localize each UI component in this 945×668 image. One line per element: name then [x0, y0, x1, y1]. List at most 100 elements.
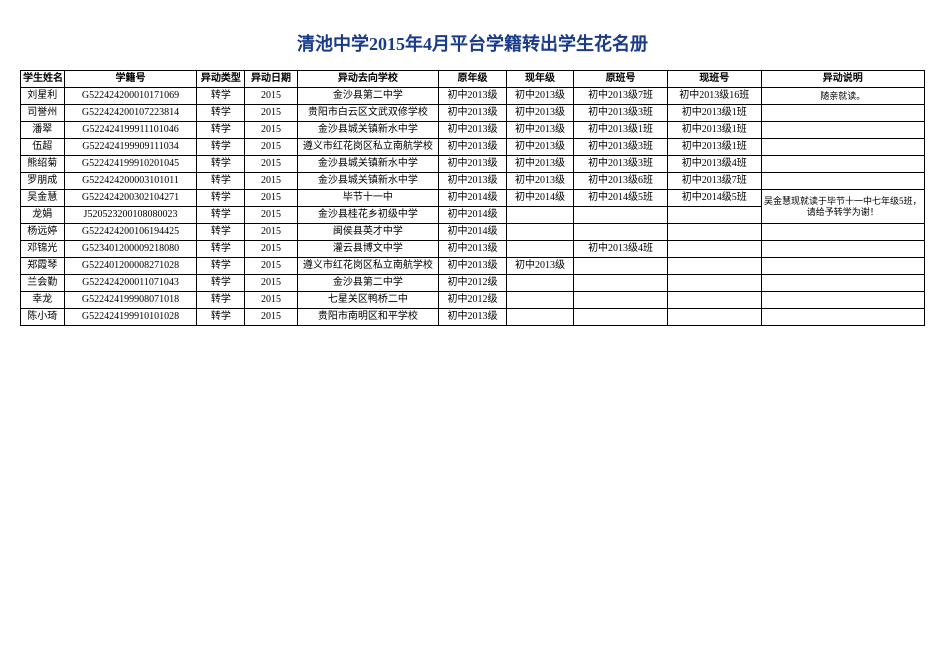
table-cell — [761, 292, 924, 309]
table-cell: 初中2013级 — [506, 105, 574, 122]
table-cell: 刘星利 — [21, 88, 65, 105]
table-cell: 2015 — [245, 190, 297, 207]
table-cell: 金沙县城关镇新水中学 — [297, 173, 439, 190]
table-cell: G522424199911101046 — [64, 122, 197, 139]
table-row: 郑霞琴G522401200008271028转学2015遵义市红花岗区私立南航学… — [21, 258, 925, 275]
table-cell: 初中2013级 — [506, 156, 574, 173]
table-cell: J520523200108080023 — [64, 207, 197, 224]
table-cell: 兰会勤 — [21, 275, 65, 292]
table-cell: 初中2012级 — [439, 292, 507, 309]
table-cell: 2015 — [245, 139, 297, 156]
table-row: 司誉州G522424200107223814转学2015贵阳市白云区文武双修学校… — [21, 105, 925, 122]
table-row: 罗朋成G522424200003101011转学2015金沙县城关镇新水中学初中… — [21, 173, 925, 190]
table-cell: 初中2013级 — [439, 88, 507, 105]
table-cell — [761, 139, 924, 156]
table-row: 兰会勤G522424200011071043转学2015金沙县第二中学初中201… — [21, 275, 925, 292]
table-cell: 转学 — [197, 173, 245, 190]
table-row: 陈小琦G522424199910101028转学2015贵阳市南明区和平学校初中… — [21, 309, 925, 326]
table-cell: 初中2013级3班 — [574, 105, 668, 122]
table-cell: G522424199910101028 — [64, 309, 197, 326]
roster-table: 学生姓名 学籍号 异动类型 异动日期 异动去向学校 原年级 现年级 原班号 现班… — [20, 70, 925, 326]
table-cell: 初中2013级 — [439, 173, 507, 190]
table-cell: 初中2013级7班 — [574, 88, 668, 105]
table-cell — [574, 258, 668, 275]
table-cell: 转学 — [197, 309, 245, 326]
table-cell: 初中2013级4班 — [574, 241, 668, 258]
table-cell: 初中2013级 — [439, 105, 507, 122]
table-cell: 随亲就读。 — [761, 88, 924, 105]
table-cell — [761, 156, 924, 173]
table-cell: 2015 — [245, 292, 297, 309]
table-cell: G522424200003101011 — [64, 173, 197, 190]
table-cell: 遵义市红花岗区私立南航学校 — [297, 258, 439, 275]
table-cell: 潘翠 — [21, 122, 65, 139]
col-header: 原班号 — [574, 71, 668, 88]
table-cell: G522424199909111034 — [64, 139, 197, 156]
table-cell: G522424200107223814 — [64, 105, 197, 122]
table-cell: 初中2013级 — [506, 258, 574, 275]
col-header: 学籍号 — [64, 71, 197, 88]
table-cell: 罗朋成 — [21, 173, 65, 190]
table-cell: 初中2014级 — [439, 207, 507, 224]
table-cell — [506, 224, 574, 241]
table-cell: 贵阳市南明区和平学校 — [297, 309, 439, 326]
table-cell: 邓锦光 — [21, 241, 65, 258]
table-cell — [667, 258, 761, 275]
table-cell: 初中2013级 — [506, 139, 574, 156]
table-cell: 2015 — [245, 309, 297, 326]
table-cell — [667, 207, 761, 224]
table-cell: 遵义市红花岗区私立南航学校 — [297, 139, 439, 156]
col-header: 学生姓名 — [21, 71, 65, 88]
table-row: 邓锦光G523401200009218080转学2015灌云县博文中学初中201… — [21, 241, 925, 258]
table-cell: 2015 — [245, 241, 297, 258]
table-row: 刘星利G522424200010171069转学2015金沙县第二中学初中201… — [21, 88, 925, 105]
table-cell: 初中2013级 — [439, 241, 507, 258]
table-cell: G522424199908071018 — [64, 292, 197, 309]
table-cell — [761, 309, 924, 326]
table-cell: 初中2012级 — [439, 275, 507, 292]
table-row: 幸龙G522424199908071018转学2015七星关区鸭桥二中初中201… — [21, 292, 925, 309]
table-cell: G523401200009218080 — [64, 241, 197, 258]
table-row: 吴金慧G522424200302104271转学2015毕节十一中初中2014级… — [21, 190, 925, 207]
table-cell: 初中2013级16班 — [667, 88, 761, 105]
table-cell: 金沙县第二中学 — [297, 275, 439, 292]
table-cell: 转学 — [197, 88, 245, 105]
table-cell — [761, 258, 924, 275]
col-header: 异动说明 — [761, 71, 924, 88]
table-cell: 转学 — [197, 139, 245, 156]
table-cell: 初中2013级1班 — [667, 122, 761, 139]
table-cell: 毕节十一中 — [297, 190, 439, 207]
col-header: 现年级 — [506, 71, 574, 88]
table-cell: 转学 — [197, 156, 245, 173]
table-cell: 转学 — [197, 258, 245, 275]
table-cell — [574, 309, 668, 326]
table-cell: 转学 — [197, 105, 245, 122]
table-cell: 2015 — [245, 105, 297, 122]
table-cell: G522424200011071043 — [64, 275, 197, 292]
table-cell: 初中2013级 — [439, 122, 507, 139]
table-cell — [667, 292, 761, 309]
table-cell: 初中2014级 — [439, 224, 507, 241]
table-cell: 伍超 — [21, 139, 65, 156]
table-cell — [761, 224, 924, 241]
table-cell: 贵阳市白云区文武双修学校 — [297, 105, 439, 122]
table-cell — [506, 275, 574, 292]
table-cell: G522424199910201045 — [64, 156, 197, 173]
table-cell: 吴金慧 — [21, 190, 65, 207]
table-cell: 初中2013级 — [506, 88, 574, 105]
table-cell: G522401200008271028 — [64, 258, 197, 275]
col-header: 异动去向学校 — [297, 71, 439, 88]
table-cell: 初中2013级 — [439, 258, 507, 275]
table-cell: 初中2014级 — [506, 190, 574, 207]
page-title: 清池中学2015年4月平台学籍转出学生花名册 — [20, 30, 925, 56]
table-cell: 金沙县第二中学 — [297, 88, 439, 105]
table-row: 伍超G522424199909111034转学2015遵义市红花岗区私立南航学校… — [21, 139, 925, 156]
table-cell — [761, 241, 924, 258]
table-cell: 灌云县博文中学 — [297, 241, 439, 258]
table-cell: 转学 — [197, 122, 245, 139]
table-cell — [574, 207, 668, 224]
table-cell — [574, 224, 668, 241]
table-cell: 七星关区鸭桥二中 — [297, 292, 439, 309]
table-cell: 2015 — [245, 122, 297, 139]
table-cell: 金沙县城关镇新水中学 — [297, 122, 439, 139]
